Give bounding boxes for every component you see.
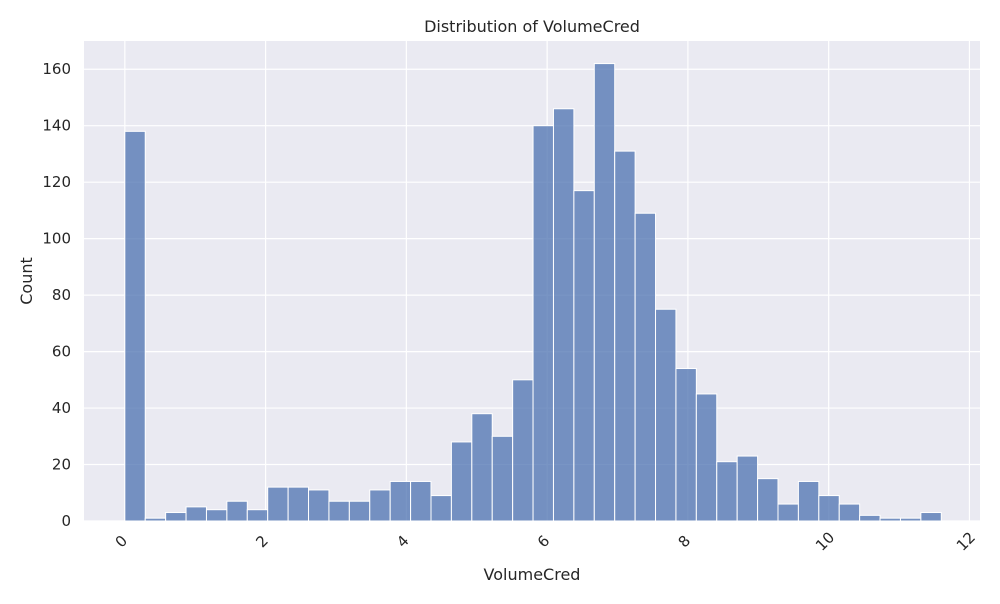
histogram-bar <box>287 486 310 522</box>
histogram-bar <box>144 517 167 522</box>
histogram-bar <box>593 63 616 522</box>
histogram-bar <box>165 512 187 522</box>
y-tick-label: 60 <box>52 343 71 361</box>
x-tick-label: 6 <box>534 532 553 551</box>
histogram-bar <box>471 413 493 522</box>
histogram-bar <box>614 150 636 522</box>
histogram-bar <box>348 500 371 522</box>
y-tick-labels: 0 20 40 60 80 100 120 140 160 <box>42 60 71 530</box>
y-tick-label: 80 <box>52 286 71 304</box>
y-tick-label: 20 <box>52 456 71 474</box>
y-tick-label: 0 <box>61 512 71 530</box>
histogram-bar <box>450 441 473 522</box>
histogram-bar <box>185 506 207 522</box>
histogram-bar <box>920 512 942 522</box>
histogram-bar <box>716 461 738 522</box>
x-tick-label: 12 <box>953 528 979 554</box>
histogram-bar <box>246 509 269 522</box>
histogram-bar <box>512 379 534 522</box>
x-tick-label: 8 <box>675 532 694 551</box>
histogram-bar <box>491 435 514 522</box>
x-tick-label: 0 <box>112 532 131 551</box>
histogram-bar <box>410 480 432 522</box>
histogram-bar <box>634 212 657 522</box>
x-tick-labels: 0 2 4 6 8 10 12 <box>112 528 979 554</box>
histogram-bar <box>655 308 677 522</box>
histogram-bar <box>369 489 391 522</box>
x-tick-label: 2 <box>252 532 271 551</box>
histogram-bar <box>757 478 779 522</box>
histogram-bar <box>552 108 575 522</box>
histogram-bars <box>124 63 942 522</box>
histogram-bar <box>777 503 799 522</box>
y-axis-label: Count <box>17 257 36 305</box>
y-tick-label: 160 <box>42 60 71 78</box>
chart-title: Distribution of VolumeCred <box>424 17 640 36</box>
histogram-bar <box>838 503 861 522</box>
histogram-bar <box>736 455 759 522</box>
histogram-bar <box>389 480 412 522</box>
histogram-bar <box>818 495 840 522</box>
histogram-bar <box>859 514 881 522</box>
histogram-bar <box>430 495 452 522</box>
histogram-bar <box>899 517 922 522</box>
x-tick-label: 4 <box>393 532 412 551</box>
histogram-bar <box>267 486 289 522</box>
x-axis-label: VolumeCred <box>484 565 581 584</box>
histogram-bar <box>124 130 146 522</box>
y-tick-label: 120 <box>42 173 71 191</box>
histogram-bar <box>205 509 228 522</box>
histogram-bar <box>328 500 350 522</box>
y-tick-label: 100 <box>42 230 71 248</box>
histogram-bar <box>532 125 554 522</box>
histogram-bar <box>797 480 820 522</box>
histogram-bar <box>308 489 330 522</box>
histogram-bar <box>573 190 595 522</box>
histogram-bar <box>226 500 248 522</box>
histogram-bar <box>695 393 718 522</box>
x-tick-label: 10 <box>812 528 838 554</box>
histogram-bar <box>675 368 697 522</box>
y-tick-label: 40 <box>52 399 71 417</box>
histogram-bar <box>879 517 901 522</box>
y-tick-label: 140 <box>42 117 71 135</box>
